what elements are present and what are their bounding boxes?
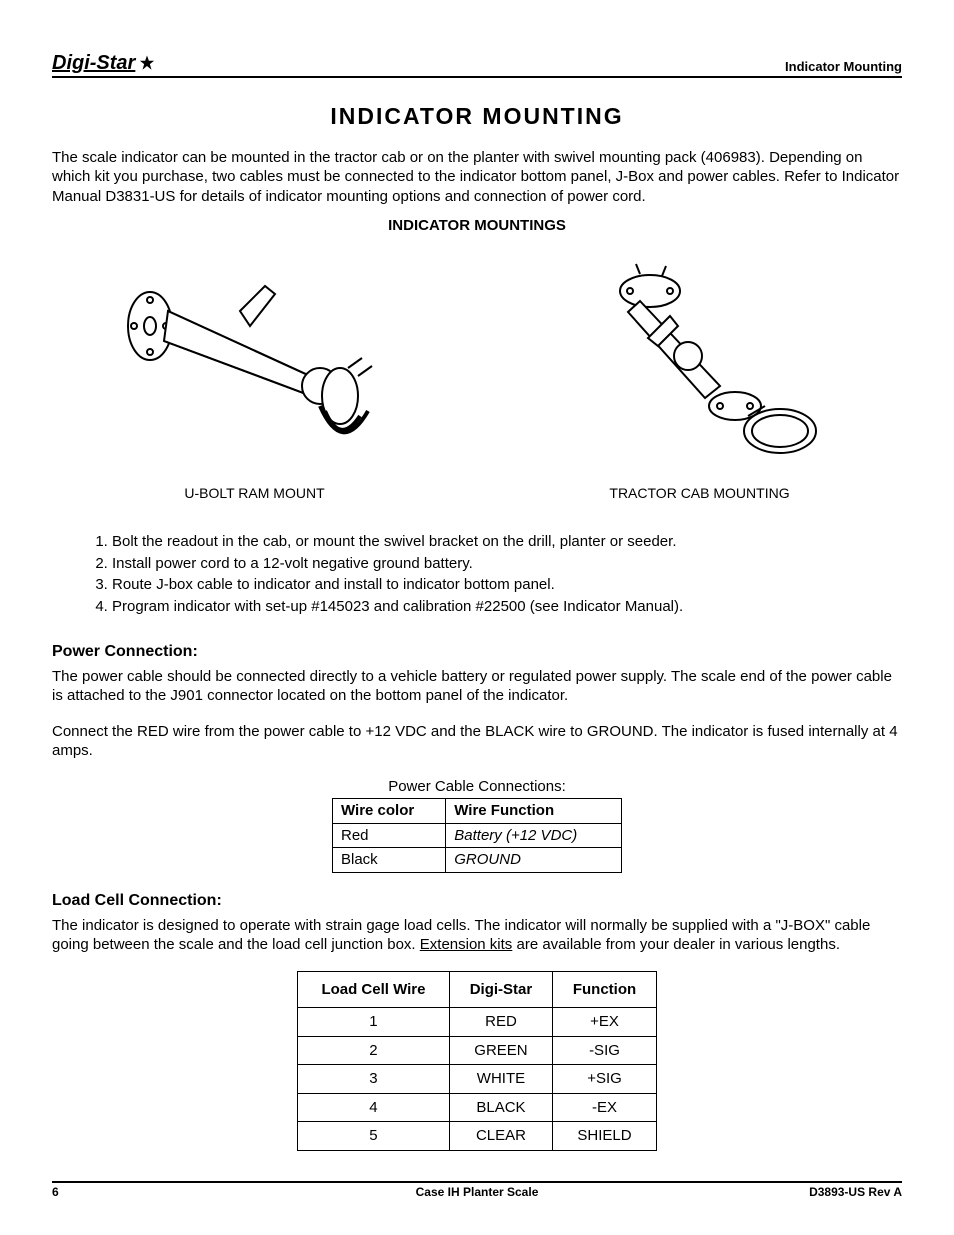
table-cell: 4 — [298, 1093, 450, 1122]
loadcell-heading: Load Cell Connection: — [52, 891, 902, 912]
table-cell: CLEAR — [449, 1122, 552, 1151]
tractor-cab-drawing — [497, 246, 902, 476]
table-header: Wire color — [333, 799, 446, 824]
table-row: 3WHITE+SIG — [298, 1065, 657, 1094]
table-cell: +SIG — [552, 1065, 656, 1094]
installation-steps: Bolt the readout in the cab, or mount th… — [112, 532, 902, 616]
table-row: Red Battery (+12 VDC) — [333, 823, 622, 848]
star-icon — [137, 54, 157, 72]
table-header: Load Cell Wire — [298, 971, 450, 1008]
figure-tractor-cab-caption: TRACTOR CAB MOUNTING — [497, 484, 902, 502]
table-cell: 5 — [298, 1122, 450, 1151]
table-header: Function — [552, 971, 656, 1008]
figure-ubolt: U-BOLT RAM MOUNT — [52, 246, 457, 502]
ubolt-drawing — [52, 246, 457, 476]
table-header: Digi-Star — [449, 971, 552, 1008]
footer-center: Case IH Planter Scale — [416, 1185, 539, 1201]
intro-paragraph: The scale indicator can be mounted in th… — [52, 148, 902, 207]
logo-text: Digi-Star — [52, 50, 135, 76]
figure-ubolt-caption: U-BOLT RAM MOUNT — [52, 484, 457, 502]
loadcell-paragraph: The indicator is designed to operate wit… — [52, 916, 902, 955]
table-cell: +EX — [552, 1008, 656, 1037]
header-section-label: Indicator Mounting — [785, 59, 902, 76]
table-cell: 3 — [298, 1065, 450, 1094]
step-item: Program indicator with set-up #145023 an… — [112, 597, 902, 617]
page-number: 6 — [52, 1185, 59, 1201]
page-header: Digi-Star Indicator Mounting — [52, 50, 902, 78]
logo: Digi-Star — [52, 50, 157, 76]
table-cell: Red — [333, 823, 446, 848]
table-cell: SHIELD — [552, 1122, 656, 1151]
table-cell: 1 — [298, 1008, 450, 1037]
power-paragraph-2: Connect the RED wire from the power cabl… — [52, 722, 902, 761]
table-row: 1RED+EX — [298, 1008, 657, 1037]
table-cell: Battery (+12 VDC) — [446, 823, 622, 848]
footer-doc-id: D3893-US Rev A — [809, 1185, 902, 1201]
loadcell-text-b: are available from your dealer in variou… — [512, 936, 840, 953]
step-item: Route J-box cable to indicator and insta… — [112, 575, 902, 595]
table-cell: GROUND — [446, 848, 622, 873]
table-row: 4BLACK-EX — [298, 1093, 657, 1122]
table-row: 5CLEARSHIELD — [298, 1122, 657, 1151]
footer: 6 Case IH Planter Scale D3893-US Rev A — [52, 1181, 902, 1201]
table-cell: GREEN — [449, 1036, 552, 1065]
step-item: Install power cord to a 12-volt negative… — [112, 554, 902, 574]
table-cell: Black — [333, 848, 446, 873]
table-row: Black GROUND — [333, 848, 622, 873]
power-paragraph-1: The power cable should be connected dire… — [52, 667, 902, 706]
table-cell: WHITE — [449, 1065, 552, 1094]
power-cable-table: Wire color Wire Function Red Battery (+1… — [332, 798, 622, 873]
power-table-title: Power Cable Connections: — [52, 777, 902, 797]
figure-tractor-cab: TRACTOR CAB MOUNTING — [497, 246, 902, 502]
power-heading: Power Connection: — [52, 642, 902, 663]
table-cell: -SIG — [552, 1036, 656, 1065]
loadcell-table: Load Cell Wire Digi-Star Function 1RED+E… — [297, 971, 657, 1151]
table-row: 2GREEN-SIG — [298, 1036, 657, 1065]
table-header-row: Load Cell Wire Digi-Star Function — [298, 971, 657, 1008]
table-cell: BLACK — [449, 1093, 552, 1122]
table-header: Wire Function — [446, 799, 622, 824]
table-cell: RED — [449, 1008, 552, 1037]
extension-kits-link[interactable]: Extension kits — [420, 936, 513, 953]
figures-row: U-BOLT RAM MOUNT — [52, 246, 902, 502]
step-item: Bolt the readout in the cab, or mount th… — [112, 532, 902, 552]
table-header-row: Wire color Wire Function — [333, 799, 622, 824]
table-cell: -EX — [552, 1093, 656, 1122]
table-cell: 2 — [298, 1036, 450, 1065]
mountings-subheading: INDICATOR MOUNTINGS — [52, 216, 902, 236]
page-title: INDICATOR MOUNTING — [52, 102, 902, 132]
